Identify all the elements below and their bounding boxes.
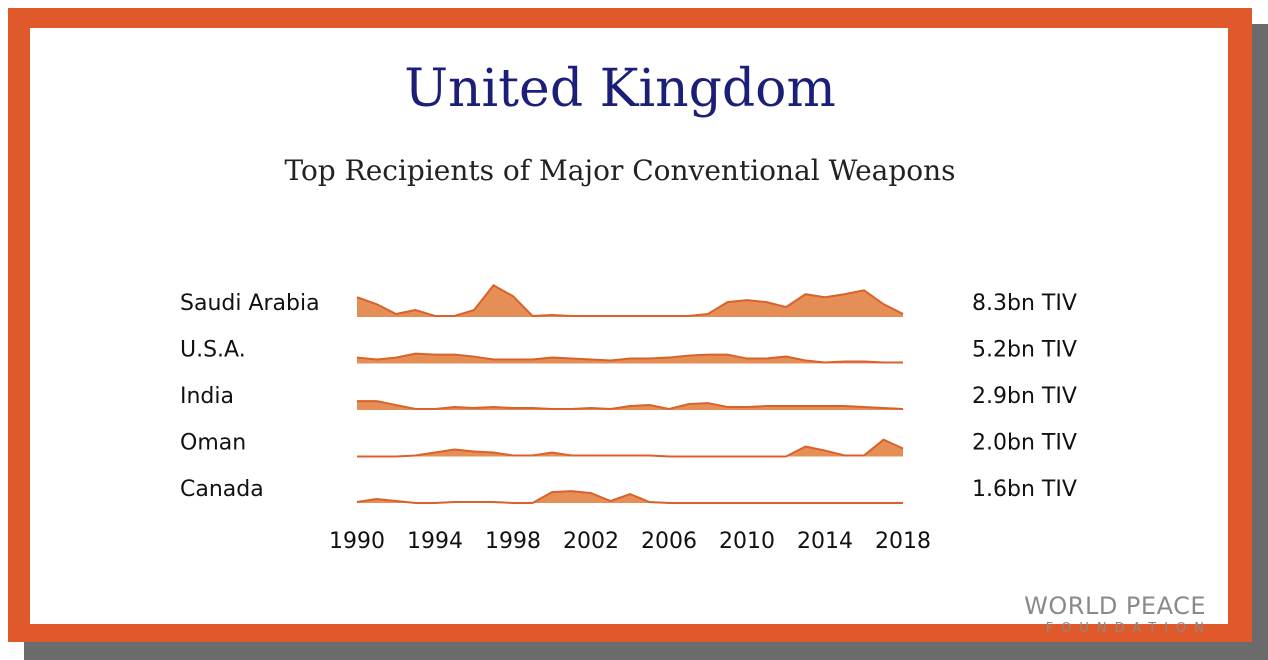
x-tick-label: 1998 (485, 529, 541, 554)
chart-subtitle: Top Recipients of Major Conventional Wea… (284, 154, 955, 187)
series-total: 5.2bn TIV (972, 338, 1077, 363)
series-total: 2.9bn TIV (972, 384, 1077, 409)
x-tick-label: 2018 (875, 529, 931, 554)
series-total: 8.3bn TIV (972, 291, 1077, 316)
series-label: Canada (180, 477, 264, 502)
logo-text: WORLD PEACE (1024, 592, 1206, 620)
series-label: India (180, 384, 234, 409)
series-label: U.S.A. (180, 338, 246, 363)
area (357, 491, 903, 503)
x-tick-label: 2006 (641, 529, 697, 554)
line (357, 400, 904, 411)
x-tick-label: 2010 (719, 529, 775, 554)
line (356, 490, 903, 504)
series-label: Oman (180, 431, 246, 456)
line (356, 352, 903, 364)
area (357, 285, 903, 317)
line (357, 438, 904, 458)
area (357, 439, 903, 457)
logo-text: FOUNDATION (1046, 621, 1212, 636)
line (356, 284, 904, 318)
x-tick-label: 2014 (797, 529, 853, 554)
series-label: Saudi Arabia (180, 291, 320, 316)
x-tick-label: 2002 (563, 529, 619, 554)
chart-title: United Kingdom (404, 59, 836, 119)
series-total: 1.6bn TIV (972, 477, 1077, 502)
x-tick-label: 1994 (407, 529, 463, 554)
x-tick-label: 1990 (329, 529, 385, 554)
series-total: 2.0bn TIV (972, 431, 1077, 456)
panel (30, 28, 1228, 624)
